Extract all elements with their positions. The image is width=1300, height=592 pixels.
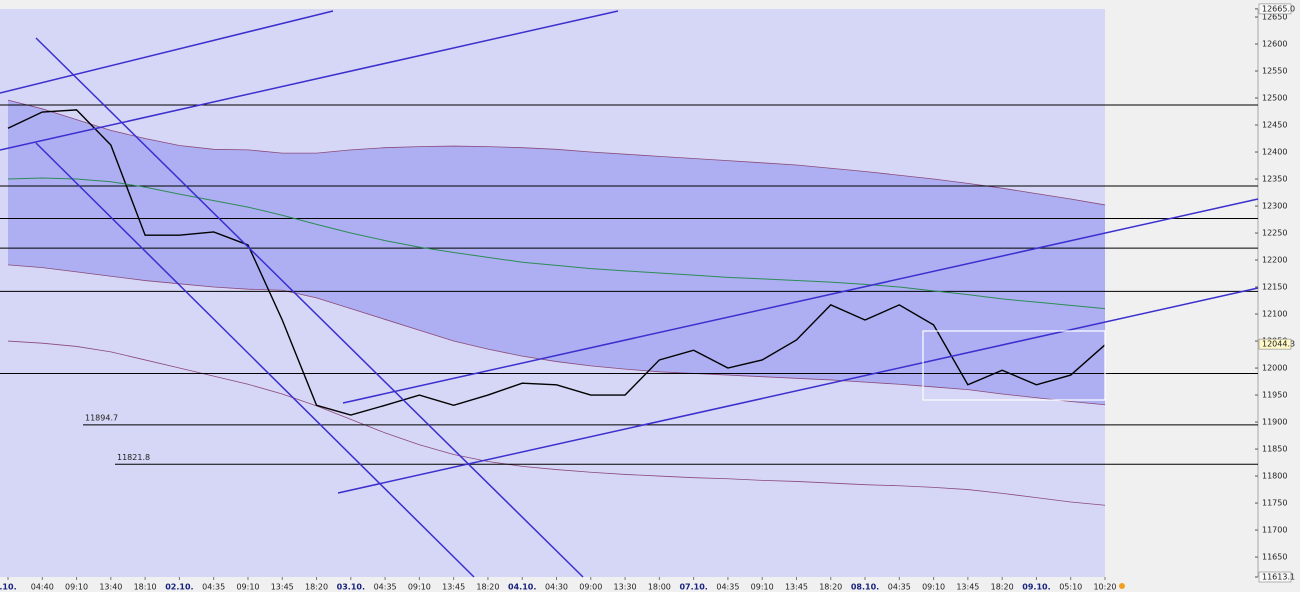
x-tick-label: 04:35: [888, 583, 911, 592]
x-tick-label: 07.10.: [679, 583, 707, 592]
y-tick-label: 11613.1: [1262, 573, 1295, 582]
y-tick-label: 12300: [1262, 202, 1287, 211]
x-tick-label: 18:10: [134, 583, 157, 592]
drawing-tools: [0, 10, 1259, 589]
x-tick-label: 13:40: [99, 583, 122, 592]
trend-line: [35, 142, 475, 578]
band-line: [7, 340, 1106, 506]
x-tick-label: 05:10: [1059, 583, 1082, 592]
x-tick-label: .10.: [0, 583, 17, 592]
y-tick-label: 11750: [1262, 499, 1287, 508]
x-tick-label: 09:10: [922, 583, 945, 592]
band-line: [7, 99, 1106, 206]
x-tick-label: 09:10: [236, 583, 259, 592]
x-tick-label: 13:45: [271, 583, 294, 592]
x-tick-label: 09:10: [408, 583, 431, 592]
x-tick-label: 03.10.: [337, 583, 365, 592]
y-tick-label: 12100: [1262, 310, 1287, 319]
y-tick-label: 11850: [1262, 445, 1287, 454]
y-tick-label: 12550: [1262, 67, 1287, 76]
x-tick-label: 13:45: [442, 583, 465, 592]
x-tick-label: 18:00: [648, 583, 671, 592]
level-label: 11821.8: [117, 453, 150, 462]
x-tick-label: 13:45: [785, 583, 808, 592]
highlight-box: [922, 330, 1106, 401]
y-end-box: [1258, 3, 1292, 15]
status-icon: [1119, 583, 1125, 589]
x-tick-label: 18:20: [819, 583, 842, 592]
trend-line: [342, 198, 1259, 404]
x-tick-label: 18:20: [991, 583, 1014, 592]
y-tick-label: 12600: [1262, 40, 1287, 49]
x-tick-label: 04:35: [374, 583, 397, 592]
y-tick-label: 12400: [1262, 148, 1287, 157]
y-end-box: [1258, 571, 1292, 583]
x-tick-label: 10:20: [1093, 583, 1116, 592]
y-tick-label: 12500: [1262, 94, 1287, 103]
y-tick-label: 12350: [1262, 175, 1287, 184]
x-tick-label: 04.10.: [508, 583, 536, 592]
moving-average: [7, 177, 1106, 310]
future-area: [1105, 0, 1298, 592]
trend-line: [35, 37, 584, 578]
y-tick-label: 12250: [1262, 229, 1287, 238]
y-tick-label: 12000: [1262, 364, 1287, 373]
x-tick-label: 09:00: [579, 583, 602, 592]
x-tick-label: 04:35: [202, 583, 225, 592]
x-tick-label: 09.10.: [1022, 583, 1050, 592]
x-tick-label: 04:35: [716, 583, 739, 592]
trend-line: [0, 10, 334, 94]
band-line: [7, 264, 1106, 406]
price-line: [7, 109, 1106, 416]
x-tick-label: 09:10: [751, 583, 774, 592]
x-tick-label: 13:45: [956, 583, 979, 592]
x-tick-label: 08.10.: [851, 583, 879, 592]
x-tick-label: 04:30: [545, 583, 568, 592]
trend-line: [337, 287, 1259, 494]
y-tick-label: 11650: [1262, 553, 1287, 562]
y-tick-label: 12650: [1262, 13, 1287, 22]
x-tick-label: 13:30: [614, 583, 637, 592]
y-tick-label: 11700: [1262, 526, 1287, 535]
level-label: 11894.7: [85, 413, 118, 422]
x-tick-label: 04:40: [31, 583, 54, 592]
x-tick-label: 18:20: [305, 583, 328, 592]
y-tick-label: 11900: [1262, 418, 1287, 427]
y-tick-label: 12450: [1262, 121, 1287, 130]
y-tick-label: 12200: [1262, 256, 1287, 265]
last-price-label: 12044.3: [1262, 340, 1295, 349]
x-tick-label: 09:10: [65, 583, 88, 592]
x-tick-label: 02.10.: [165, 583, 193, 592]
x-tick-label: 18:20: [476, 583, 499, 592]
y-tick-label: 12150: [1262, 283, 1287, 292]
band-fill: [8, 100, 1105, 405]
y-tick-label: 12665.0: [1262, 4, 1295, 13]
y-tick-label: 11800: [1262, 472, 1287, 481]
trend-line: [0, 10, 619, 151]
y-tick-label: 11950: [1262, 391, 1287, 400]
last-price-box: [1258, 338, 1292, 350]
